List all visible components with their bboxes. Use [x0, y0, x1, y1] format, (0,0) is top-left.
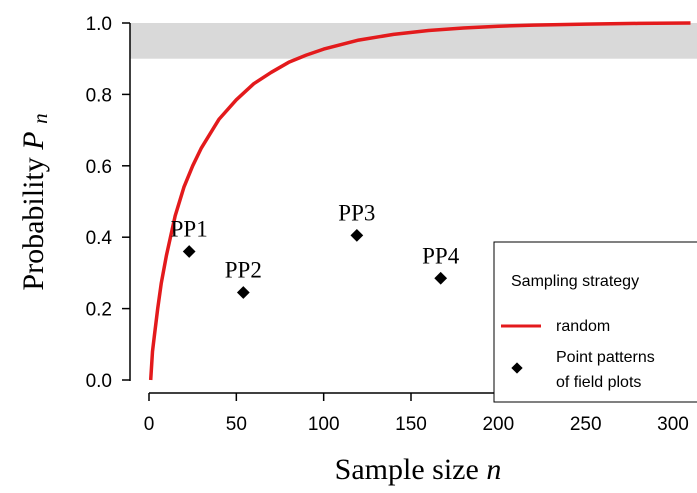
y-tick-label: 0.0 — [86, 371, 112, 392]
y-axis-title-sub: n — [28, 113, 52, 124]
y-tick-label: 0.4 — [86, 228, 113, 249]
point-pp1 — [183, 245, 196, 258]
x-axis-title-text: Sample size — [335, 453, 479, 486]
x-tick-label: 200 — [482, 414, 514, 435]
y-tick-label: 0.2 — [86, 300, 112, 321]
x-tick-label: 50 — [226, 414, 247, 435]
x-axis-title: Sample size n — [335, 453, 502, 486]
legend: Sampling strategy random Point patterns … — [494, 242, 697, 402]
x-tick-label: 0 — [144, 414, 155, 435]
shaded-band — [130, 23, 697, 59]
y-tick-label: 0.6 — [86, 157, 112, 178]
y-axis-title: Probability P n — [17, 113, 52, 290]
point-label-pp2: PP2 — [225, 258, 262, 283]
x-tick-label: 150 — [395, 414, 427, 435]
point-pp2 — [237, 286, 250, 299]
point-pp4 — [434, 272, 447, 285]
x-tick-label: 250 — [570, 414, 602, 435]
y-tick-label: 1.0 — [86, 14, 112, 35]
y-tick-label: 0.8 — [86, 85, 112, 106]
legend-random-label: random — [556, 318, 610, 335]
point-label-pp1: PP1 — [171, 216, 208, 241]
legend-title: Sampling strategy — [511, 273, 639, 290]
legend-points-label-line1: Point patterns — [556, 349, 655, 366]
y-axis-title-var: P — [17, 131, 50, 150]
point-label-pp4: PP4 — [422, 243, 460, 268]
point-pp3 — [350, 229, 363, 242]
point-label-pp3: PP3 — [338, 200, 375, 225]
x-tick-label: 300 — [657, 414, 689, 435]
y-axis-title-text: Probability — [17, 157, 50, 290]
x-tick-label: 100 — [308, 414, 340, 435]
legend-points-label-line2: of field plots — [556, 374, 641, 391]
x-axis-title-var: n — [486, 453, 501, 486]
